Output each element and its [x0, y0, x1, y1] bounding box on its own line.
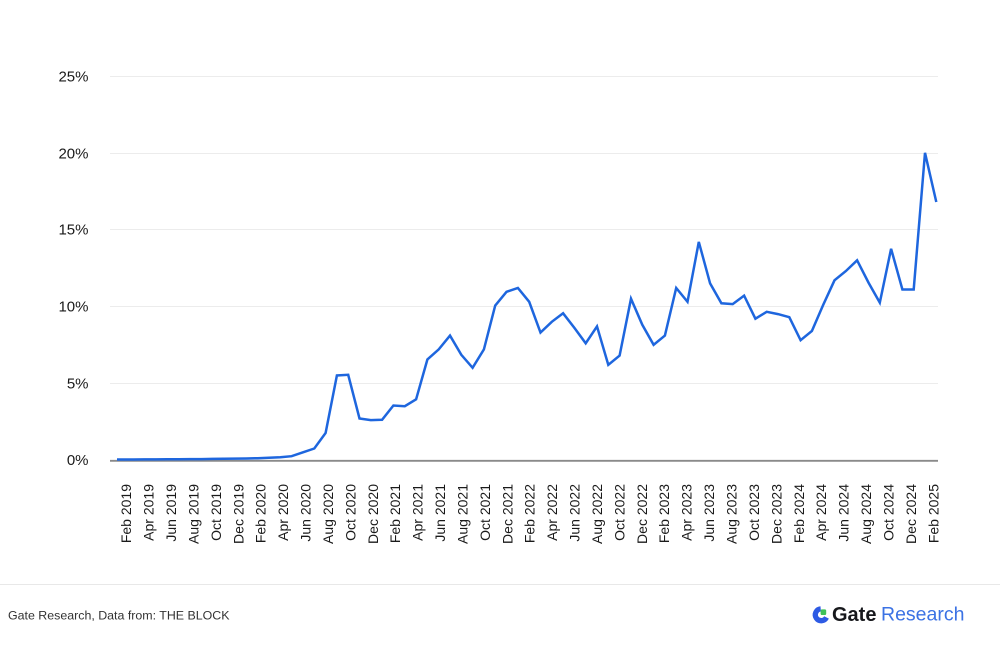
svg-text:Apr 2024: Apr 2024 [813, 484, 829, 541]
svg-text:Apr 2023: Apr 2023 [679, 484, 695, 541]
svg-text:Jun 2020: Jun 2020 [298, 484, 314, 542]
svg-text:Dec 2020: Dec 2020 [365, 484, 381, 544]
svg-text:Aug 2022: Aug 2022 [589, 484, 605, 544]
svg-text:Oct 2023: Oct 2023 [746, 484, 762, 541]
svg-text:10%: 10% [58, 299, 88, 316]
svg-text:Jun 2023: Jun 2023 [701, 484, 717, 542]
svg-text:Apr 2021: Apr 2021 [410, 484, 426, 541]
svg-text:Feb 2023: Feb 2023 [656, 484, 672, 543]
svg-text:Dec 2021: Dec 2021 [499, 484, 515, 544]
svg-text:0%: 0% [67, 452, 89, 469]
svg-text:Jun 2019: Jun 2019 [163, 484, 179, 542]
svg-text:Gate Research, Data from: THE: Gate Research, Data from: THE BLOCK [8, 609, 230, 623]
svg-text:15%: 15% [58, 222, 88, 239]
svg-text:Dec 2022: Dec 2022 [634, 484, 650, 544]
svg-text:Feb 2024: Feb 2024 [791, 484, 807, 543]
svg-text:Aug 2024: Aug 2024 [858, 484, 874, 544]
svg-text:Dec 2019: Dec 2019 [230, 484, 246, 544]
svg-text:Oct 2019: Oct 2019 [208, 484, 224, 541]
svg-text:25%: 25% [58, 69, 88, 86]
svg-text:Apr 2019: Apr 2019 [141, 484, 157, 541]
svg-text:Feb 2019: Feb 2019 [118, 484, 134, 543]
svg-text:Feb 2022: Feb 2022 [522, 484, 538, 543]
svg-text:Apr 2022: Apr 2022 [544, 484, 560, 541]
svg-text:5%: 5% [67, 376, 89, 393]
svg-text:Aug 2020: Aug 2020 [320, 484, 336, 544]
svg-text:Jun 2021: Jun 2021 [432, 484, 448, 542]
svg-text:Feb 2021: Feb 2021 [387, 484, 403, 543]
svg-text:20%: 20% [58, 146, 88, 163]
svg-text:Oct 2024: Oct 2024 [880, 484, 896, 541]
svg-text:Jun 2024: Jun 2024 [836, 484, 852, 542]
svg-text:Aug 2023: Aug 2023 [723, 484, 739, 544]
svg-text:Apr 2020: Apr 2020 [275, 484, 291, 541]
svg-text:Gate: Gate [832, 604, 876, 626]
svg-text:Oct 2020: Oct 2020 [342, 484, 358, 541]
svg-text:Research: Research [881, 604, 964, 626]
svg-text:Aug 2019: Aug 2019 [185, 484, 201, 544]
svg-text:Dec 2023: Dec 2023 [768, 484, 784, 544]
svg-text:Dec 2024: Dec 2024 [903, 484, 919, 544]
svg-text:Feb 2020: Feb 2020 [253, 484, 269, 543]
svg-text:Oct 2021: Oct 2021 [477, 484, 493, 541]
svg-text:Jun 2022: Jun 2022 [567, 484, 583, 542]
svg-text:Oct 2022: Oct 2022 [611, 484, 627, 541]
svg-text:Aug 2021: Aug 2021 [454, 484, 470, 544]
svg-text:Feb 2025: Feb 2025 [925, 484, 941, 543]
